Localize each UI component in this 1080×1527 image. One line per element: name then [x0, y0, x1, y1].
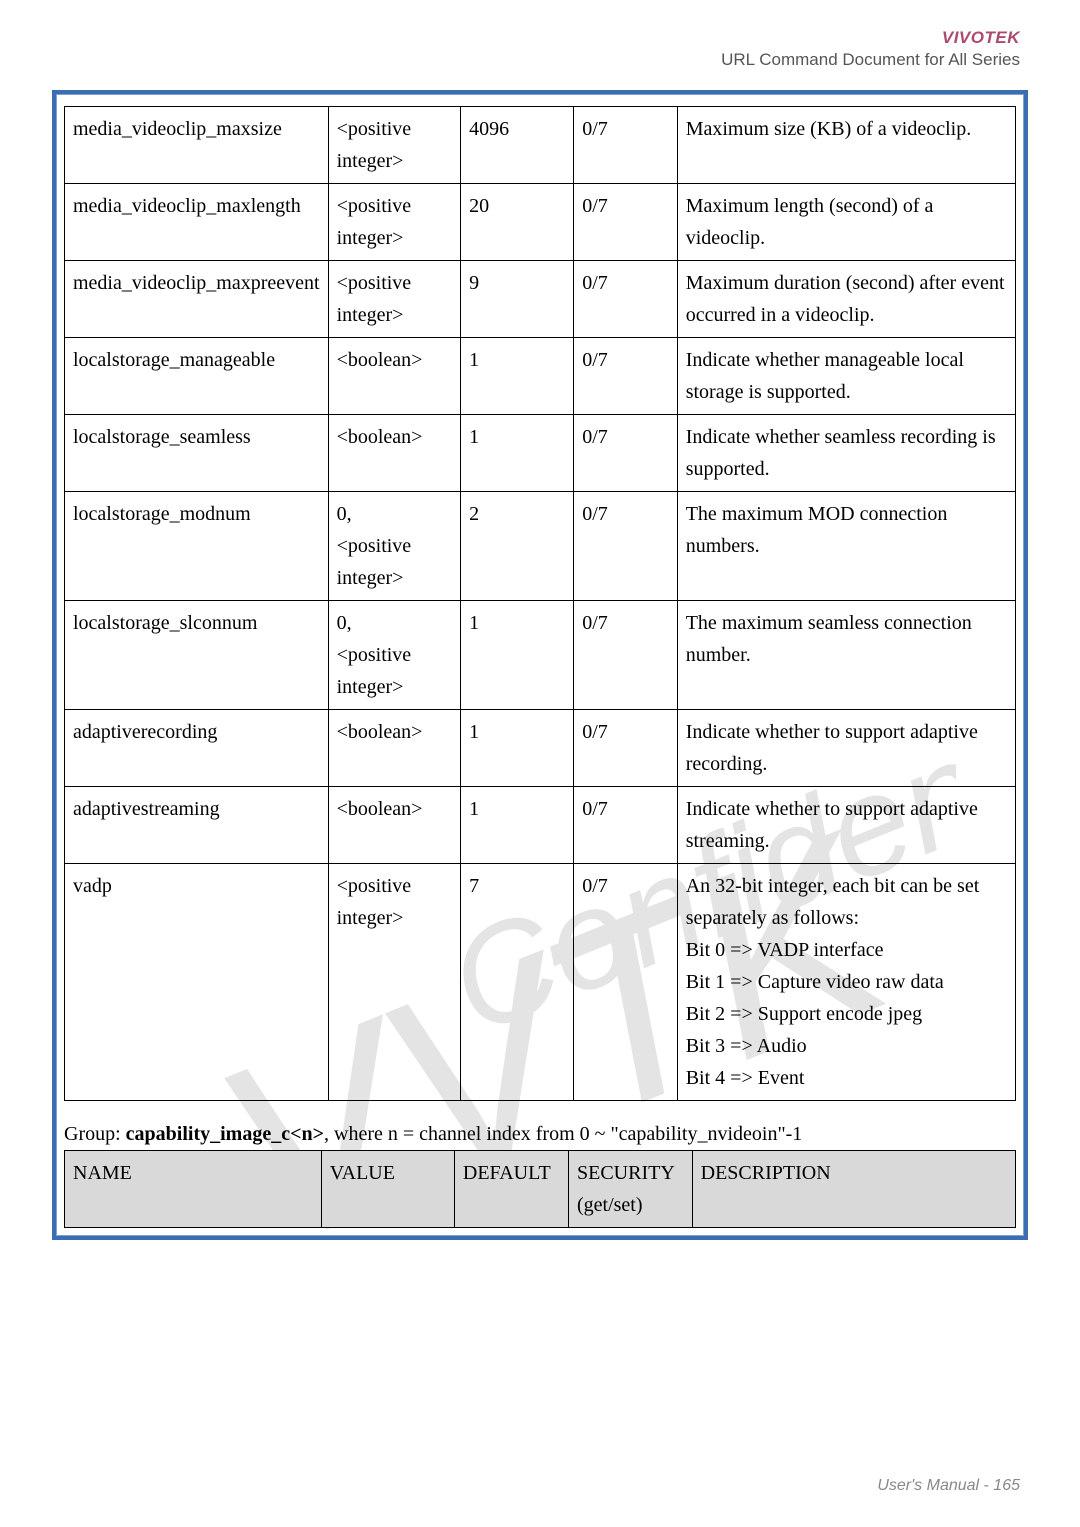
param-name: vadp — [65, 864, 329, 1101]
param-name: localstorage_manageable — [65, 338, 329, 415]
table-row: media_videoclip_maxsize<positive integer… — [65, 107, 1016, 184]
param-value: <boolean> — [328, 710, 461, 787]
table-row: localstorage_modnum0, <positive integer>… — [65, 492, 1016, 601]
col-header-value: VALUE — [321, 1151, 454, 1228]
param-security: 0/7 — [574, 107, 677, 184]
table-row: localstorage_manageable<boolean>10/7Indi… — [65, 338, 1016, 415]
table-row: media_videoclip_maxlength<positive integ… — [65, 184, 1016, 261]
param-security: 0/7 — [574, 864, 677, 1101]
group-label-suffix: , where n = channel index from 0 ~ "capa… — [324, 1123, 802, 1145]
param-default: 1 — [461, 787, 574, 864]
param-security: 0/7 — [574, 338, 677, 415]
param-name: media_videoclip_maxsize — [65, 107, 329, 184]
col-header-security: SECURITY (get/set) — [569, 1151, 693, 1228]
param-value: <positive integer> — [328, 261, 461, 338]
param-security: 0/7 — [574, 601, 677, 710]
param-name: localstorage_slconnum — [65, 601, 329, 710]
param-name: localstorage_modnum — [65, 492, 329, 601]
table-row: adaptivestreaming<boolean>10/7Indicate w… — [65, 787, 1016, 864]
col-header-default: DEFAULT — [454, 1151, 568, 1228]
param-value: <boolean> — [328, 415, 461, 492]
param-name: adaptiverecording — [65, 710, 329, 787]
param-description: Maximum size (KB) of a videoclip. — [677, 107, 1015, 184]
param-default: 2 — [461, 492, 574, 601]
param-description: The maximum MOD connection numbers. — [677, 492, 1015, 601]
param-default: 20 — [461, 184, 574, 261]
param-value: <boolean> — [328, 338, 461, 415]
table-row: localstorage_slconnum0, <positive intege… — [65, 601, 1016, 710]
param-default: 1 — [461, 338, 574, 415]
param-default: 7 — [461, 864, 574, 1101]
table-row: adaptiverecording<boolean>10/7Indicate w… — [65, 710, 1016, 787]
header-brand: VIVOTEK — [721, 28, 1020, 48]
col-header-name: NAME — [65, 1151, 322, 1228]
group-label: Group: capability_image_c<n>, where n = … — [64, 1123, 1016, 1146]
param-default: 9 — [461, 261, 574, 338]
header-table: NAME VALUE DEFAULT SECURITY (get/set) DE… — [64, 1150, 1016, 1228]
param-name: localstorage_seamless — [65, 415, 329, 492]
param-security: 0/7 — [574, 184, 677, 261]
param-description: Maximum duration (second) after event oc… — [677, 261, 1015, 338]
param-name: media_videoclip_maxlength — [65, 184, 329, 261]
param-value: <positive integer> — [328, 864, 461, 1101]
header-subtitle: URL Command Document for All Series — [721, 50, 1020, 70]
footer-page-number: User's Manual - 165 — [877, 1477, 1020, 1495]
param-default: 1 — [461, 415, 574, 492]
param-description: Indicate whether seamless recording is s… — [677, 415, 1015, 492]
param-security: 0/7 — [574, 415, 677, 492]
group-label-prefix: Group: — [64, 1123, 126, 1145]
param-value: 0, <positive integer> — [328, 492, 461, 601]
param-value: 0, <positive integer> — [328, 601, 461, 710]
param-security: 0/7 — [574, 492, 677, 601]
table-row: vadp<positive integer>70/7An 32-bit inte… — [65, 864, 1016, 1101]
param-description: Indicate whether to support adaptive str… — [677, 787, 1015, 864]
param-security: 0/7 — [574, 710, 677, 787]
param-value: <boolean> — [328, 787, 461, 864]
param-description: The maximum seamless connection number. — [677, 601, 1015, 710]
param-default: 4096 — [461, 107, 574, 184]
table-row: localstorage_seamless<boolean>10/7Indica… — [65, 415, 1016, 492]
param-security: 0/7 — [574, 787, 677, 864]
param-name: media_videoclip_maxpreevent — [65, 261, 329, 338]
group-label-bold: capability_image_c<n> — [126, 1123, 324, 1145]
table-row: media_videoclip_maxpreevent<positive int… — [65, 261, 1016, 338]
param-default: 1 — [461, 710, 574, 787]
param-description: Indicate whether manageable local storag… — [677, 338, 1015, 415]
header-block: VIVOTEK URL Command Document for All Ser… — [721, 28, 1020, 70]
param-value: <positive integer> — [328, 107, 461, 184]
parameter-table: media_videoclip_maxsize<positive integer… — [64, 106, 1016, 1101]
param-description: An 32-bit integer, each bit can be set s… — [677, 864, 1015, 1101]
param-default: 1 — [461, 601, 574, 710]
param-description: Indicate whether to support adaptive rec… — [677, 710, 1015, 787]
main-frame: VVTK Confidential media_videoclip_maxsiz… — [52, 90, 1028, 1240]
param-name: adaptivestreaming — [65, 787, 329, 864]
param-security: 0/7 — [574, 261, 677, 338]
param-description: Maximum length (second) of a videoclip. — [677, 184, 1015, 261]
col-header-description: DESCRIPTION — [692, 1151, 1015, 1228]
param-value: <positive integer> — [328, 184, 461, 261]
